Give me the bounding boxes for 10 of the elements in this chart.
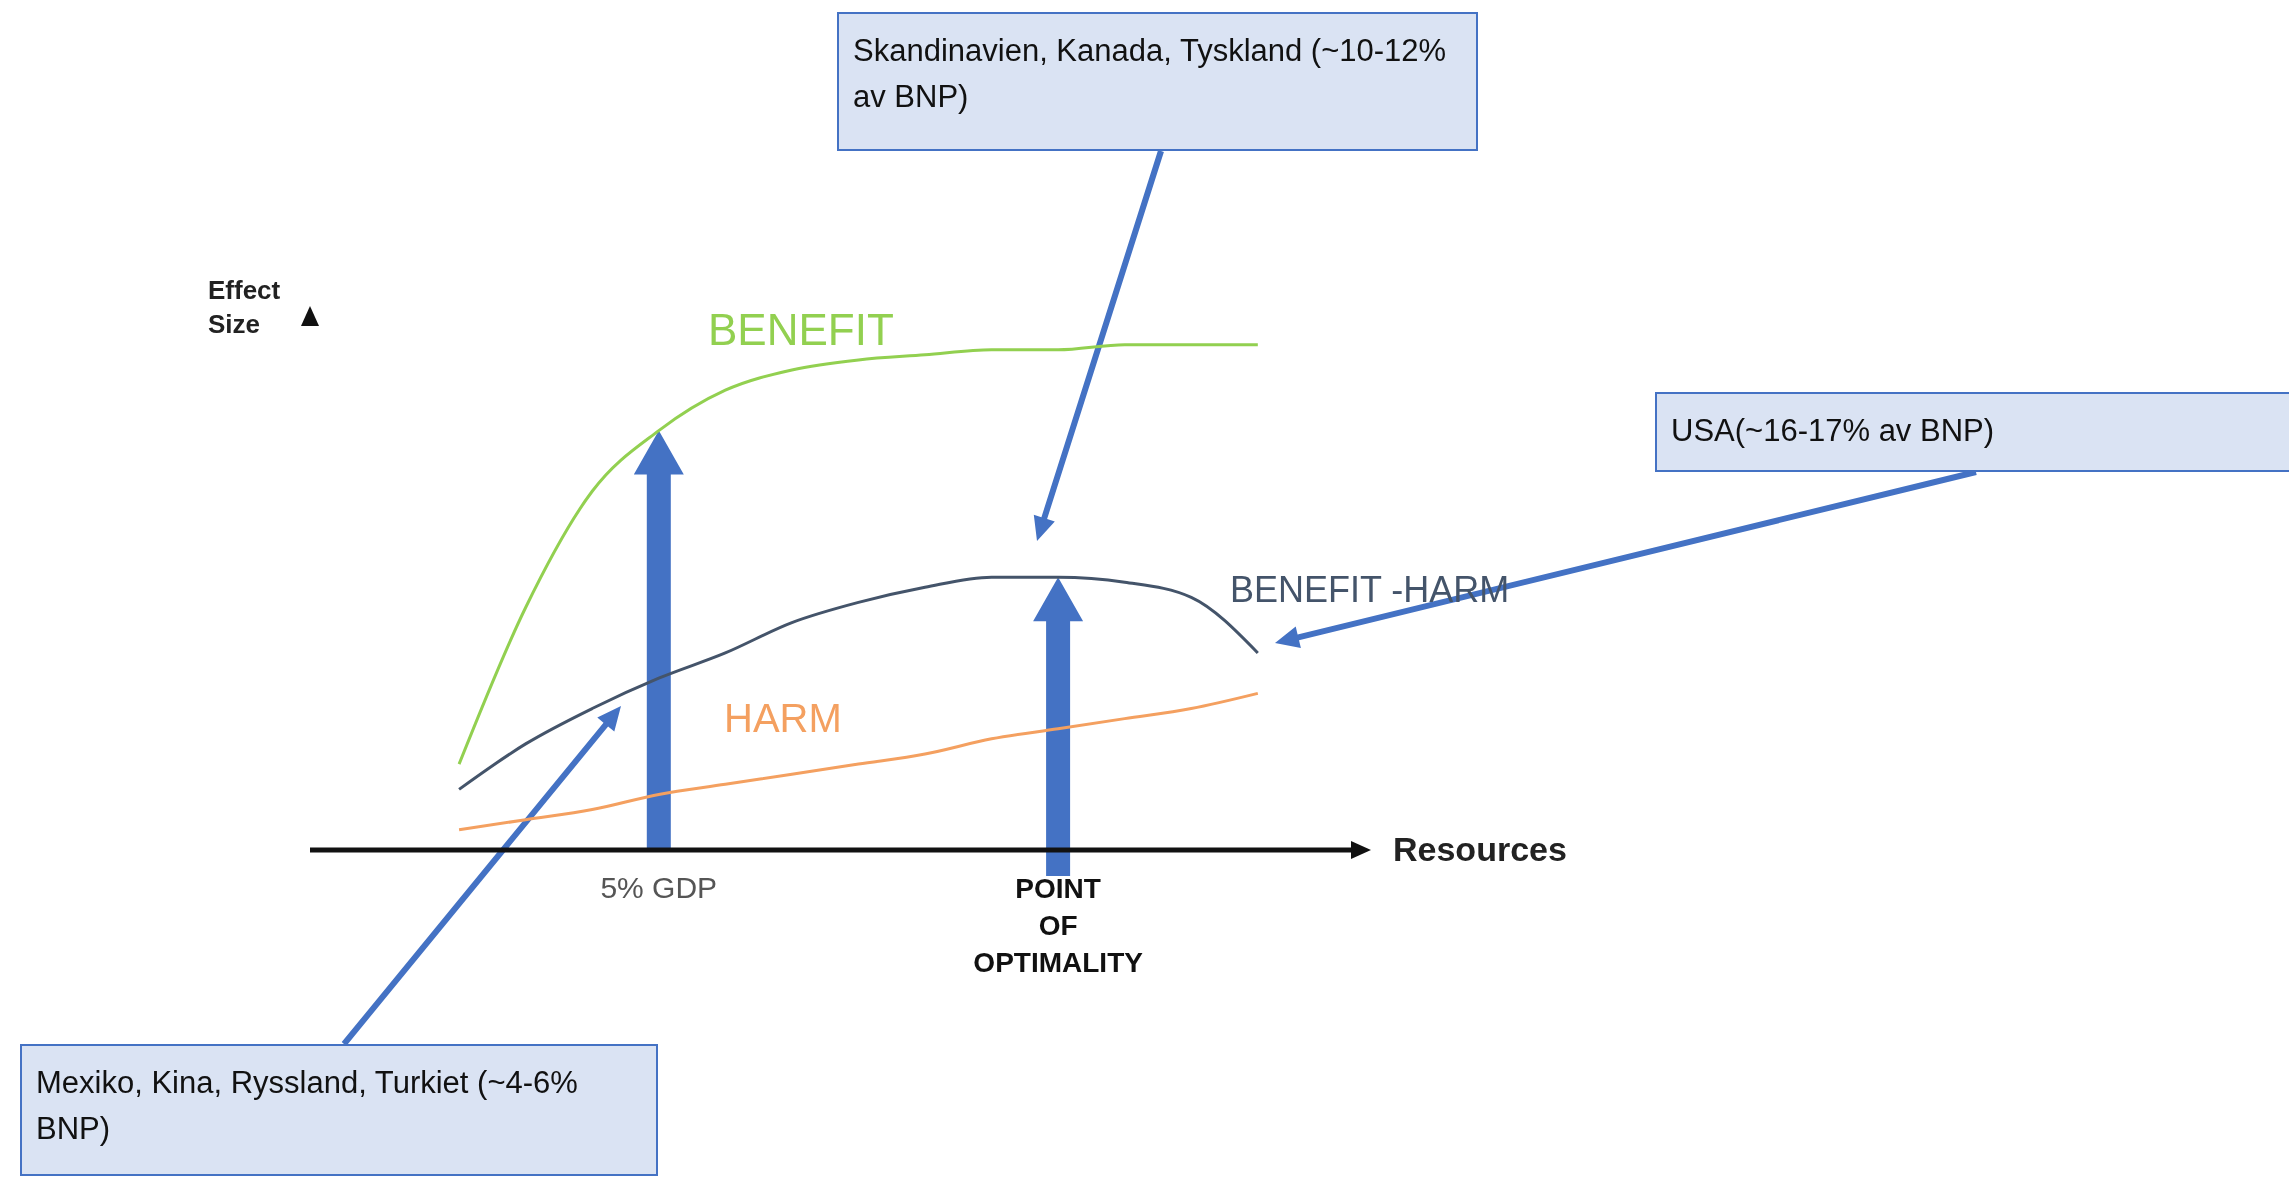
x-axis-title: Resources <box>1393 830 1567 869</box>
y-axis-title: Effect Size <box>208 274 282 341</box>
x-tick-label: 5% GDP <box>600 871 718 904</box>
x-tick-label: POINT OF OPTIMALITY <box>973 873 1144 978</box>
series-label: BENEFIT -HARM <box>1230 569 1510 610</box>
series-label: HARM <box>724 696 842 740</box>
text: Skandinavien, Kanada, Tyskland (~10-12% av BNP) <box>837 12 1478 151</box>
series-label: BENEFIT <box>708 305 894 354</box>
text: Mexiko, Kina, Ryssland, Turkiet (~4-6% BNP) <box>20 1044 658 1176</box>
text: USA(~16-17% av BNP) <box>1655 392 2289 472</box>
